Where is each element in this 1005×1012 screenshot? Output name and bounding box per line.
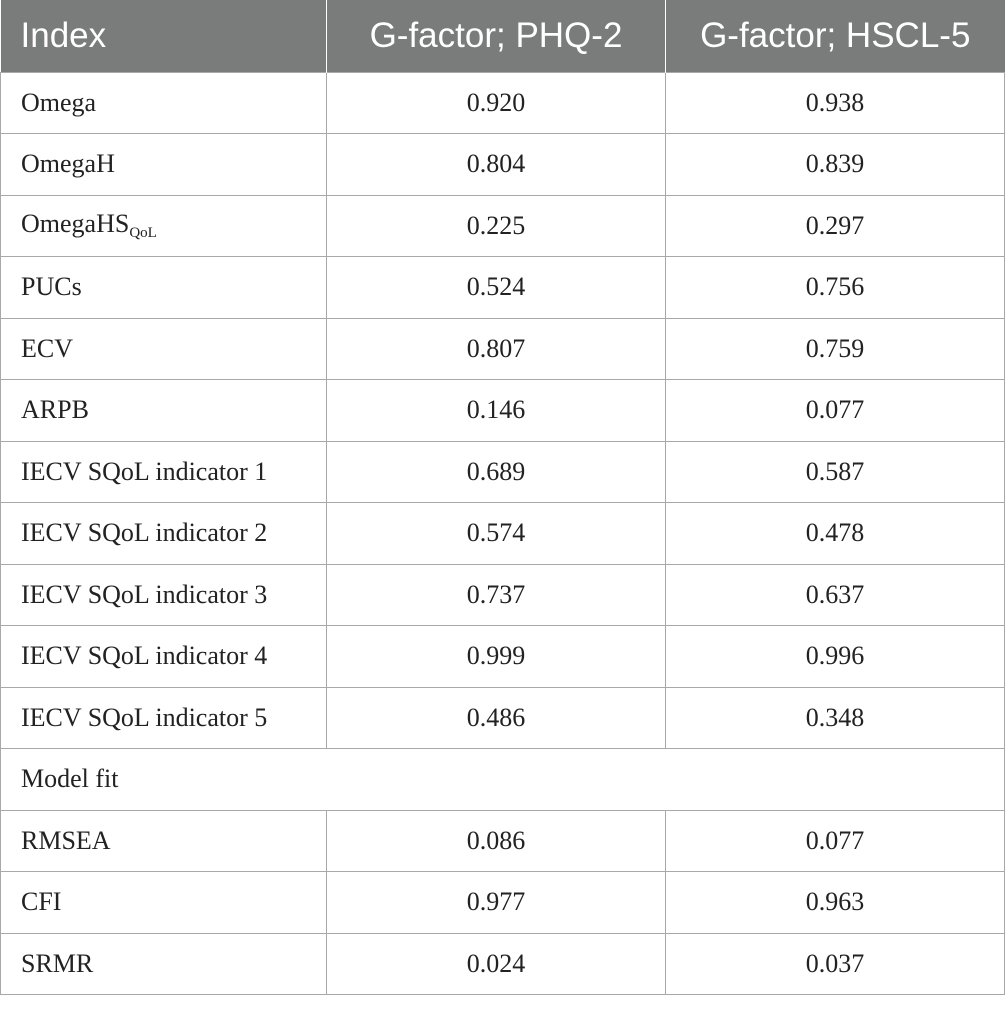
header-index: Index <box>0 0 327 72</box>
cell-phq2: 0.024 <box>326 932 666 995</box>
cell-phq2: 0.807 <box>326 317 666 380</box>
cell-hscl5: 0.478 <box>665 502 1005 565</box>
table-row: IECV SQoL indicator 4 0.999 0.996 <box>0 625 1005 688</box>
cell-hscl5: 0.037 <box>665 932 1005 995</box>
section-label: Model fit <box>0 748 1005 811</box>
section-row: Model fit <box>0 748 1005 811</box>
cell-phq2: 0.804 <box>326 133 666 196</box>
cell-hscl5: 0.996 <box>665 625 1005 688</box>
cell-phq2: 0.486 <box>326 686 666 749</box>
cell-hscl5: 0.938 <box>665 71 1005 134</box>
cell-phq2: 0.999 <box>326 625 666 688</box>
cell-phq2: 0.689 <box>326 440 666 503</box>
row-label: IECV SQoL indicator 4 <box>0 625 327 688</box>
row-label: OmegaH <box>0 133 327 196</box>
table-row: IECV SQoL indicator 3 0.737 0.637 <box>0 563 1005 626</box>
row-label: IECV SQoL indicator 5 <box>0 686 327 749</box>
table-row: RMSEA 0.086 0.077 <box>0 809 1005 872</box>
cell-hscl5: 0.077 <box>665 379 1005 442</box>
table-body: Omega 0.920 0.938 OmegaH 0.804 0.839 Ome… <box>0 71 1005 995</box>
cell-phq2: 0.225 <box>326 194 666 257</box>
cell-hscl5: 0.839 <box>665 133 1005 196</box>
header-phq2: G-factor; PHQ-2 <box>326 0 666 72</box>
row-label: OmegaHSQoL <box>0 194 327 257</box>
cell-hscl5: 0.348 <box>665 686 1005 749</box>
row-label: RMSEA <box>0 809 327 872</box>
row-label: ARPB <box>0 379 327 442</box>
cell-hscl5: 0.587 <box>665 440 1005 503</box>
table-row: SRMR 0.024 0.037 <box>0 932 1005 995</box>
cell-hscl5: 0.963 <box>665 871 1005 934</box>
table-row: ECV 0.807 0.759 <box>0 317 1005 380</box>
table-row: ARPB 0.146 0.077 <box>0 379 1005 442</box>
table-row: Omega 0.920 0.938 <box>0 71 1005 134</box>
row-label-main: OmegaHS <box>21 209 130 239</box>
cell-phq2: 0.146 <box>326 379 666 442</box>
cell-phq2: 0.574 <box>326 502 666 565</box>
table-row: IECV SQoL indicator 2 0.574 0.478 <box>0 502 1005 565</box>
row-label: SRMR <box>0 932 327 995</box>
row-label: CFI <box>0 871 327 934</box>
table-row: OmegaHSQoL 0.225 0.297 <box>0 194 1005 257</box>
cell-hscl5: 0.637 <box>665 563 1005 626</box>
cell-phq2: 0.737 <box>326 563 666 626</box>
cell-phq2: 0.977 <box>326 871 666 934</box>
row-label-subscript: QoL <box>129 225 157 242</box>
table-row: PUCs 0.524 0.756 <box>0 256 1005 319</box>
cell-hscl5: 0.759 <box>665 317 1005 380</box>
row-label: IECV SQoL indicator 3 <box>0 563 327 626</box>
row-label: PUCs <box>0 256 327 319</box>
header-row: Index G-factor; PHQ-2 G-factor; HSCL-5 <box>0 0 1005 72</box>
table-row: IECV SQoL indicator 1 0.689 0.587 <box>0 440 1005 503</box>
cell-hscl5: 0.077 <box>665 809 1005 872</box>
header-hscl5: G-factor; HSCL-5 <box>665 0 1005 72</box>
cell-phq2: 0.524 <box>326 256 666 319</box>
table-row: IECV SQoL indicator 5 0.486 0.348 <box>0 686 1005 749</box>
table-row: CFI 0.977 0.963 <box>0 871 1005 934</box>
table-header: Index G-factor; PHQ-2 G-factor; HSCL-5 <box>0 0 1005 72</box>
table-row: OmegaH 0.804 0.839 <box>0 133 1005 196</box>
cell-hscl5: 0.297 <box>665 194 1005 257</box>
row-label: IECV SQoL indicator 1 <box>0 440 327 503</box>
row-label: ECV <box>0 317 327 380</box>
row-label: Omega <box>0 71 327 134</box>
cell-phq2: 0.086 <box>326 809 666 872</box>
cell-hscl5: 0.756 <box>665 256 1005 319</box>
row-label: IECV SQoL indicator 2 <box>0 502 327 565</box>
cell-phq2: 0.920 <box>326 71 666 134</box>
